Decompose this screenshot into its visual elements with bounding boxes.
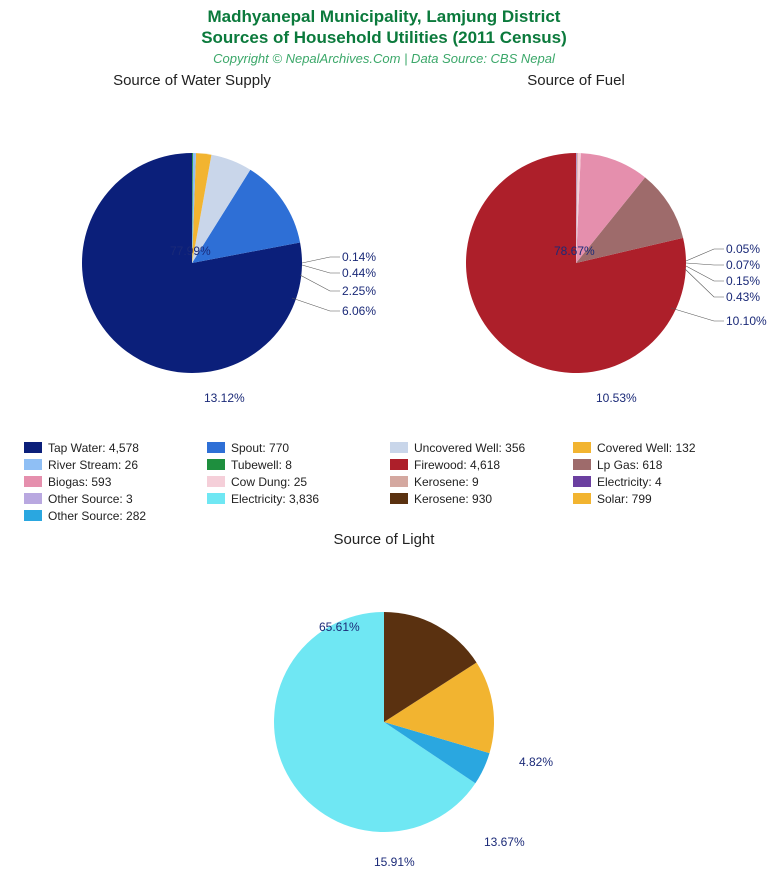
fuel-chart-title: Source of Fuel xyxy=(527,72,625,89)
legend-item: Cow Dung: 25 xyxy=(207,475,378,489)
pct-label: 0.07% xyxy=(726,258,760,272)
leader-line xyxy=(686,263,724,265)
legend-label: Covered Well: 132 xyxy=(597,441,696,455)
header: Madhyanepal Municipality, Lamjung Distri… xyxy=(0,0,768,66)
fuel-chart-block: Source of Fuel 78.67%0.05%0.07%0.15%0.43… xyxy=(406,72,746,433)
legend-item: Solar: 799 xyxy=(573,492,744,506)
water-chart-block: Source of Water Supply 77.99%0.14%0.44%2… xyxy=(22,72,362,433)
pct-label: 0.43% xyxy=(726,290,760,304)
legend-label: Tap Water: 4,578 xyxy=(48,441,139,455)
water-pie xyxy=(22,93,362,433)
pct-label: 0.44% xyxy=(342,266,376,280)
light-pie-wrap: 65.61% 4.82% 13.67% 15.91% xyxy=(214,552,554,892)
pct-label: 13.12% xyxy=(204,391,245,405)
pct-label: 4.82% xyxy=(519,755,553,769)
page-subtitle: Copyright © NepalArchives.Com | Data Sou… xyxy=(0,51,768,66)
water-pie-wrap: 77.99%0.14%0.44%2.25%6.06%13.12% xyxy=(22,93,362,433)
legend-label: Electricity: 4 xyxy=(597,475,662,489)
title-line-2: Sources of Household Utilities (2011 Cen… xyxy=(201,28,567,47)
leader-line xyxy=(686,249,724,261)
legend-swatch xyxy=(207,493,225,504)
legend-label: Spout: 770 xyxy=(231,441,289,455)
pct-label: 0.14% xyxy=(342,250,376,264)
pct-label: 0.05% xyxy=(726,242,760,256)
leader-line xyxy=(671,308,724,321)
legend-item: Lp Gas: 618 xyxy=(573,458,744,472)
legend-swatch xyxy=(24,493,42,504)
legend-label: Cow Dung: 25 xyxy=(231,475,307,489)
legend-label: Firewood: 4,618 xyxy=(414,458,500,472)
fuel-pie-wrap: 78.67%0.05%0.07%0.15%0.43%10.10%10.53% xyxy=(406,93,746,433)
legend-swatch xyxy=(390,476,408,487)
legend-label: Kerosene: 930 xyxy=(414,492,492,506)
title-line-1: Madhyanepal Municipality, Lamjung Distri… xyxy=(208,7,561,26)
light-chart-title: Source of Light xyxy=(334,531,435,548)
legend-swatch xyxy=(24,459,42,470)
legend-label: River Stream: 26 xyxy=(48,458,138,472)
leader-line xyxy=(686,266,724,281)
legend-item: Electricity: 4 xyxy=(573,475,744,489)
legend-item: Firewood: 4,618 xyxy=(390,458,561,472)
legend-item: Other Source: 3 xyxy=(24,492,195,506)
pct-label: 2.25% xyxy=(342,284,376,298)
legend-item: Uncovered Well: 356 xyxy=(390,441,561,455)
fuel-pie xyxy=(406,93,746,433)
top-charts-row: Source of Water Supply 77.99%0.14%0.44%2… xyxy=(0,72,768,433)
legend-swatch xyxy=(207,476,225,487)
legend-item: Other Source: 282 xyxy=(24,509,195,523)
legend-item: River Stream: 26 xyxy=(24,458,195,472)
legend-label: Other Source: 282 xyxy=(48,509,146,523)
legend: Tap Water: 4,578 Spout: 770 Uncovered Well… xyxy=(24,441,744,523)
leader-line xyxy=(302,265,340,273)
pct-label: 10.53% xyxy=(596,391,637,405)
legend-label: Tubewell: 8 xyxy=(231,458,292,472)
pct-label: 77.99% xyxy=(170,244,211,258)
pct-label: 0.15% xyxy=(726,274,760,288)
legend-label: Solar: 799 xyxy=(597,492,652,506)
legend-swatch xyxy=(24,442,42,453)
legend-swatch xyxy=(573,459,591,470)
legend-item: Electricity: 3,836 xyxy=(207,492,378,506)
legend-swatch xyxy=(390,459,408,470)
leader-line xyxy=(300,275,340,291)
pct-label: 78.67% xyxy=(554,244,595,258)
legend-swatch xyxy=(207,442,225,453)
water-chart-title: Source of Water Supply xyxy=(113,72,271,89)
leader-line xyxy=(292,298,340,311)
pct-label: 6.06% xyxy=(342,304,376,318)
light-chart-block: Source of Light 65.61% 4.82% 13.67% 15.91% xyxy=(214,531,554,892)
legend-swatch xyxy=(390,493,408,504)
leader-line xyxy=(685,269,724,297)
legend-item: Spout: 770 xyxy=(207,441,378,455)
pct-label: 10.10% xyxy=(726,314,767,328)
legend-label: Other Source: 3 xyxy=(48,492,133,506)
pct-label: 65.61% xyxy=(319,620,360,634)
legend-label: Electricity: 3,836 xyxy=(231,492,319,506)
legend-item: Biogas: 593 xyxy=(24,475,195,489)
legend-swatch xyxy=(207,459,225,470)
legend-swatch xyxy=(390,442,408,453)
legend-item: Covered Well: 132 xyxy=(573,441,744,455)
legend-label: Lp Gas: 618 xyxy=(597,458,662,472)
bottom-chart-row: Source of Light 65.61% 4.82% 13.67% 15.91% xyxy=(0,531,768,892)
legend-swatch xyxy=(24,476,42,487)
leader-line xyxy=(302,257,340,263)
legend-label: Uncovered Well: 356 xyxy=(414,441,525,455)
legend-swatch xyxy=(573,476,591,487)
legend-item: Kerosene: 9 xyxy=(390,475,561,489)
legend-item: Tubewell: 8 xyxy=(207,458,378,472)
legend-item: Kerosene: 930 xyxy=(390,492,561,506)
legend-item: Tap Water: 4,578 xyxy=(24,441,195,455)
legend-swatch xyxy=(573,493,591,504)
page-title: Madhyanepal Municipality, Lamjung Distri… xyxy=(0,6,768,49)
pct-label: 13.67% xyxy=(484,835,525,849)
legend-swatch xyxy=(573,442,591,453)
legend-label: Biogas: 593 xyxy=(48,475,111,489)
legend-swatch xyxy=(24,510,42,521)
legend-label: Kerosene: 9 xyxy=(414,475,479,489)
pct-label: 15.91% xyxy=(374,855,415,869)
